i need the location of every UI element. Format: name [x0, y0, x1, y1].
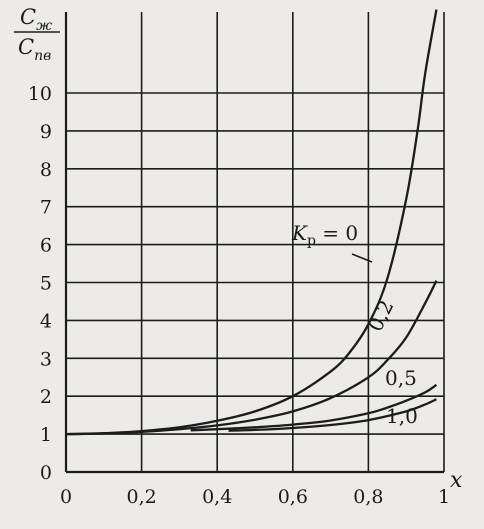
- y-axis-label-denominator: Cпв: [18, 35, 51, 64]
- labels: Cж Cпв x: [14, 5, 463, 493]
- y-tick-label: 8: [40, 159, 52, 181]
- x-tick-label: 0,2: [126, 486, 156, 508]
- curves: [65, 9, 438, 436]
- y-tick-label: 1: [40, 424, 52, 446]
- y-tick-label: 9: [40, 121, 52, 143]
- x-tick-label: 0,6: [278, 486, 308, 508]
- y-tick-label: 7: [40, 197, 52, 219]
- y-axis-label-numerator: Cж: [20, 5, 52, 34]
- x-tick-label: 0: [60, 486, 72, 508]
- y-tick-label: 4: [40, 310, 52, 332]
- curve-kp-0: [65, 9, 438, 436]
- curve-label: 1,0: [386, 404, 418, 428]
- x-tick-label: 1: [438, 486, 450, 508]
- curve-kp-0-2: [65, 280, 438, 436]
- curve-label: 0,5: [385, 366, 417, 390]
- curve-label: Kр = 0: [291, 221, 358, 249]
- x-tick-label: 0,4: [202, 486, 232, 508]
- y-tick-label: 5: [40, 273, 52, 295]
- x-tick-label: 0,8: [353, 486, 383, 508]
- curve-kp-1-0: [228, 398, 437, 432]
- y-tick-label: 0: [40, 462, 52, 484]
- x-axis-label: x: [450, 468, 463, 493]
- curve-kp-0-5: [190, 383, 438, 432]
- grid: [64, 12, 445, 474]
- y-tick-label: 3: [40, 348, 52, 370]
- y-tick-label: 10: [28, 83, 52, 105]
- curve-label-leader: [351, 253, 373, 263]
- y-tick-label: 6: [40, 235, 52, 257]
- y-tick-label: 2: [40, 386, 52, 408]
